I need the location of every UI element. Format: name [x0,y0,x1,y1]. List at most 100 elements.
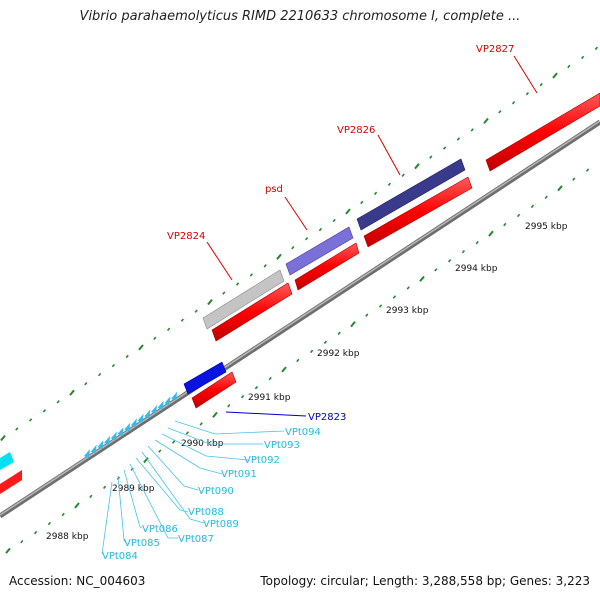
scale-minor-tick [585,168,590,172]
scale-minor-tick [434,268,438,272]
scale-minor-tick [33,530,38,535]
trna-labels: VPt094 VPt093 VPt092 VPt091 VPt090 VPt08… [102,427,321,562]
map-title: Vibrio parahaemolyticus RIMD 2210633 chr… [79,9,521,24]
accession-text: Accession: NC_004603 [9,574,146,588]
scale-minor-tick [580,55,585,60]
scale-major-tick [350,321,356,328]
scale-label: 2989 kbp [112,484,155,494]
scale-minor-tick [56,400,60,404]
scale-minor-tick [442,146,447,150]
trna-gene-arrows [84,391,178,458]
trna-arrow [171,391,178,401]
scale-major-tick [281,366,287,373]
scale-minor-tick [516,213,521,218]
trna-arrow [144,409,151,419]
scale-minor-tick [227,404,231,408]
gene-labels: VP2827 VP2826 psd VP2824 VP2823 [167,44,514,423]
cds-gene-box [191,371,237,409]
trna-arrow [130,418,137,428]
scale-label: 2991 kbp [248,393,291,403]
scale-minor-tick [456,137,461,141]
trna-label[interactable]: VPt085 [124,538,160,549]
scale-minor-tick [318,227,323,232]
scale-minor-tick [89,494,93,499]
gene-label-vp2827[interactable]: VP2827 [476,44,514,55]
scale-minor-tick [263,264,267,268]
scale-label: 2990 kbp [181,439,224,449]
trna-label[interactable]: VPt094 [285,427,321,438]
gene-label-leaders [206,55,538,417]
scale-minor-tick [365,313,369,317]
trna-label[interactable]: VPt092 [244,455,280,466]
scale-label: 2988 kbp [46,532,89,542]
scale-minor-tick [594,46,599,51]
scale-minor-tick [102,485,107,490]
trna-label[interactable]: VPt086 [142,524,178,535]
summary-text: Topology: circular; Length: 3,288,558 bp… [260,574,590,588]
scale-minor-tick [61,512,65,517]
scale-minor-tick [125,354,129,359]
scale-minor-tick [309,349,314,354]
trna-label[interactable]: VPt088 [188,507,224,518]
scale-minor-tick [84,381,88,386]
scale-minor-tick [185,431,190,435]
cds-gene-box [485,92,600,172]
scale-minor-tick [171,440,176,444]
trna-arrow [104,435,111,445]
scale-minor-tick [406,286,410,290]
scale-minor-tick [373,191,378,196]
trna-label[interactable]: VPt090 [198,486,234,497]
trna-arrow [117,427,124,437]
gene-box-vp2826 [356,158,466,231]
trna-label[interactable]: VPt089 [203,519,239,530]
trna-label[interactable]: VPt093 [264,440,300,451]
scale-minor-tick [337,331,341,335]
scale-major-tick [5,547,11,554]
scale-minor-tick [42,409,47,413]
scale-labels: 2988 kbp 2989 kbp 2990 kbp 2991 kbp 2992… [46,222,568,542]
trna-label[interactable]: VPt084 [102,551,138,562]
scale-minor-tick [199,422,203,426]
scale-minor-tick [511,101,516,105]
scale-major-tick [557,185,563,192]
scale-minor-tick [240,394,245,399]
scale-minor-tick [498,110,502,114]
scale-minor-tick [475,240,479,245]
trna-label-leaders [101,420,285,555]
gene-label-vp2826[interactable]: VP2826 [337,125,375,136]
gene-box-vp2824 [202,269,285,330]
scale-label: 2995 kbp [525,222,568,232]
trna-label[interactable]: VPt091 [221,469,257,480]
trna-label[interactable]: VPt087 [178,534,214,545]
gene-label-vp2823[interactable]: VP2823 [308,412,346,423]
scale-minor-tick [235,282,240,286]
scale-minor-tick [158,449,162,453]
gene-label-psd[interactable]: psd [265,184,283,195]
scale-major-tick [212,411,218,418]
scale-minor-tick [304,236,309,241]
inner-scale-track [5,168,590,554]
scale-minor-tick [249,273,254,277]
scale-major-tick [74,502,80,509]
scale-minor-tick [378,304,383,308]
scale-minor-tick [323,340,328,345]
gene-label-vp2824[interactable]: VP2824 [167,231,205,242]
scale-minor-tick [429,155,433,159]
scale-minor-tick [291,246,295,250]
scale-minor-tick [503,222,507,227]
scale-minor-tick [254,385,259,390]
scale-major-tick [138,344,144,351]
trna-arrow [157,400,164,410]
scale-minor-tick [392,295,397,299]
scale-minor-tick [401,173,405,177]
gene-box-psd [285,226,354,276]
scale-minor-tick [194,309,198,313]
scale-minor-tick [296,358,300,363]
scale-label: 2993 kbp [386,306,429,316]
outer-scale-track [0,46,599,442]
scale-label: 2994 kbp [455,264,498,274]
gene-box-cyan [0,452,14,470]
cds-gene-box [294,242,360,291]
